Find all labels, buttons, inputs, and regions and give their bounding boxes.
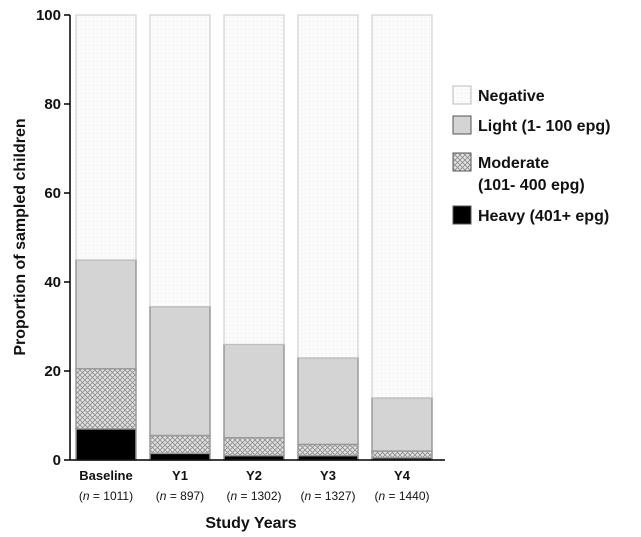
bar-y1-light xyxy=(149,305,211,437)
legend: Negative Light (1- 100 epg) Moderate (101- … xyxy=(452,85,610,225)
bar-y3-negative xyxy=(297,14,359,359)
legend-swatch-moderate xyxy=(452,152,472,172)
bar-baseline-heavy xyxy=(75,428,137,461)
y-tick-label-20: 20 xyxy=(44,363,61,380)
sample-size-y3: (n = 1327) xyxy=(300,489,355,503)
y-tick-label-60: 60 xyxy=(44,185,61,202)
x-tick-label-y2: Y2 xyxy=(246,468,262,483)
sample-size-y2: (n = 1302) xyxy=(226,489,281,503)
sample-size-y1: (n = 897) xyxy=(156,489,204,503)
legend-label-light-1-100-epg: Light (1- 100 epg) xyxy=(478,118,610,135)
bar-y3-moderate xyxy=(297,443,359,457)
bar-y2-moderate xyxy=(223,437,285,457)
bar-baseline-light xyxy=(75,259,137,370)
legend-label-heavy-401-epg: Heavy (401+ epg) xyxy=(478,208,609,225)
legend-swatch-light-1-100-epg xyxy=(452,115,472,135)
bar-y4-negative xyxy=(371,14,433,399)
x-tick-label-y3: Y3 xyxy=(320,468,336,483)
x-axis-labels: Baseline (n = 1011) Y1 (n = 897) Y2 (n = 1302… xyxy=(79,468,430,503)
sample-size-baseline: (n = 1011) xyxy=(79,489,133,503)
y-axis: 0 20 40 60 80 100 xyxy=(36,7,445,469)
y-tick-label-100: 100 xyxy=(36,7,61,24)
y-axis-title: Proportion of sampled children xyxy=(12,118,29,355)
legend-swatch-negative xyxy=(452,85,472,105)
bar-y2-negative xyxy=(223,14,285,345)
y-tick-label-0: 0 xyxy=(53,452,61,469)
bar-baseline-negative xyxy=(75,14,137,261)
x-tick-label-y4: Y4 xyxy=(394,468,411,483)
legend-label-moderate-line2: (101- 400 epg) xyxy=(478,177,585,194)
bar-y3-light xyxy=(297,356,359,446)
bar-y1-negative xyxy=(149,14,211,307)
legend-label-negative: Negative xyxy=(478,88,545,105)
bars-layer xyxy=(75,14,433,461)
legend-swatch-heavy-401-epg xyxy=(452,205,472,225)
bar-y1-moderate xyxy=(149,434,211,455)
x-tick-label-y1: Y1 xyxy=(172,468,188,483)
legend-label-moderate: Moderate xyxy=(478,155,549,172)
x-axis-title: Study Years xyxy=(205,515,296,532)
y-tick-label-80: 80 xyxy=(44,96,61,113)
sample-size-y4: (n = 1440) xyxy=(374,489,429,503)
bar-y1-heavy xyxy=(149,452,211,461)
bar-y4-light xyxy=(371,396,433,452)
x-tick-label-baseline: Baseline xyxy=(79,468,132,483)
bar-y4-moderate xyxy=(371,450,433,459)
bar-y2-light xyxy=(223,343,285,439)
y-tick-label-40: 40 xyxy=(44,274,61,291)
bar-baseline-moderate xyxy=(75,368,137,430)
